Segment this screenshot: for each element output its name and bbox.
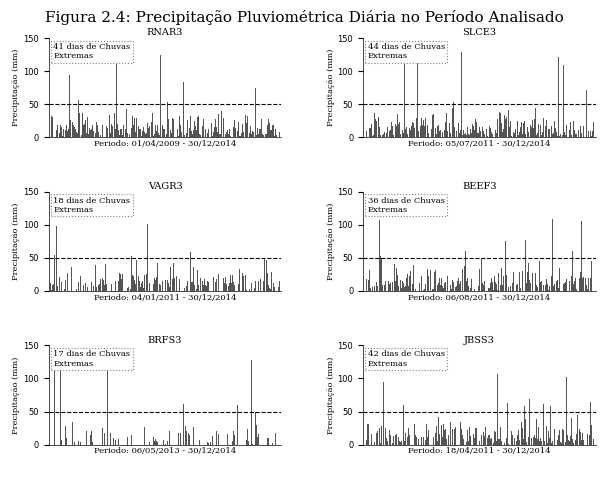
Y-axis label: Precipitação (mm): Precipitação (mm) <box>326 203 335 280</box>
Text: 36 dias de Chuvas
Extremas: 36 dias de Chuvas Extremas <box>368 197 444 214</box>
X-axis label: Periodo: 18/04/2011 - 30/12/2014: Periodo: 18/04/2011 - 30/12/2014 <box>408 447 551 456</box>
Text: 44 dias de Chuvas
Extremas: 44 dias de Chuvas Extremas <box>368 43 445 60</box>
Title: JBSS3: JBSS3 <box>464 336 495 345</box>
Title: RNAR3: RNAR3 <box>147 29 184 37</box>
Text: 17 dias de Chuvas
Extremas: 17 dias de Chuvas Extremas <box>54 350 130 368</box>
Y-axis label: Precipitação (mm): Precipitação (mm) <box>12 49 21 127</box>
Title: BEEF3: BEEF3 <box>462 182 497 191</box>
Text: 41 dias de Chuvas
Extremas: 41 dias de Chuvas Extremas <box>54 43 131 60</box>
X-axis label: Periodo: 06/08/2011 - 30/12/2014: Periodo: 06/08/2011 - 30/12/2014 <box>409 293 550 302</box>
Y-axis label: Precipitação (mm): Precipitação (mm) <box>12 203 21 280</box>
Title: VAGR3: VAGR3 <box>148 182 182 191</box>
Text: 42 dias de Chuvas
Extremas: 42 dias de Chuvas Extremas <box>368 350 444 368</box>
X-axis label: Periodo: 06/05/2013 - 30/12/2014: Periodo: 06/05/2013 - 30/12/2014 <box>94 447 236 456</box>
X-axis label: Periodo: 04/01/2011 - 30/12/2014: Periodo: 04/01/2011 - 30/12/2014 <box>94 293 237 302</box>
Text: Figura 2.4: Precipitação Pluviométrica Diária no Período Analisado: Figura 2.4: Precipitação Pluviométrica D… <box>44 10 564 24</box>
Title: BRFS3: BRFS3 <box>148 336 182 345</box>
Text: 18 dias de Chuvas
Extremas: 18 dias de Chuvas Extremas <box>54 197 130 214</box>
X-axis label: Periodo: 05/07/2011 - 30/12/2014: Periodo: 05/07/2011 - 30/12/2014 <box>408 140 551 148</box>
Y-axis label: Precipitação (mm): Precipitação (mm) <box>326 49 335 127</box>
X-axis label: Periodo: 01/04/2009 - 30/12/2014: Periodo: 01/04/2009 - 30/12/2014 <box>94 140 237 148</box>
Title: SLCE3: SLCE3 <box>462 29 497 37</box>
Y-axis label: Precipitação (mm): Precipitação (mm) <box>12 356 21 434</box>
Y-axis label: Precipitação (mm): Precipitação (mm) <box>326 356 335 434</box>
